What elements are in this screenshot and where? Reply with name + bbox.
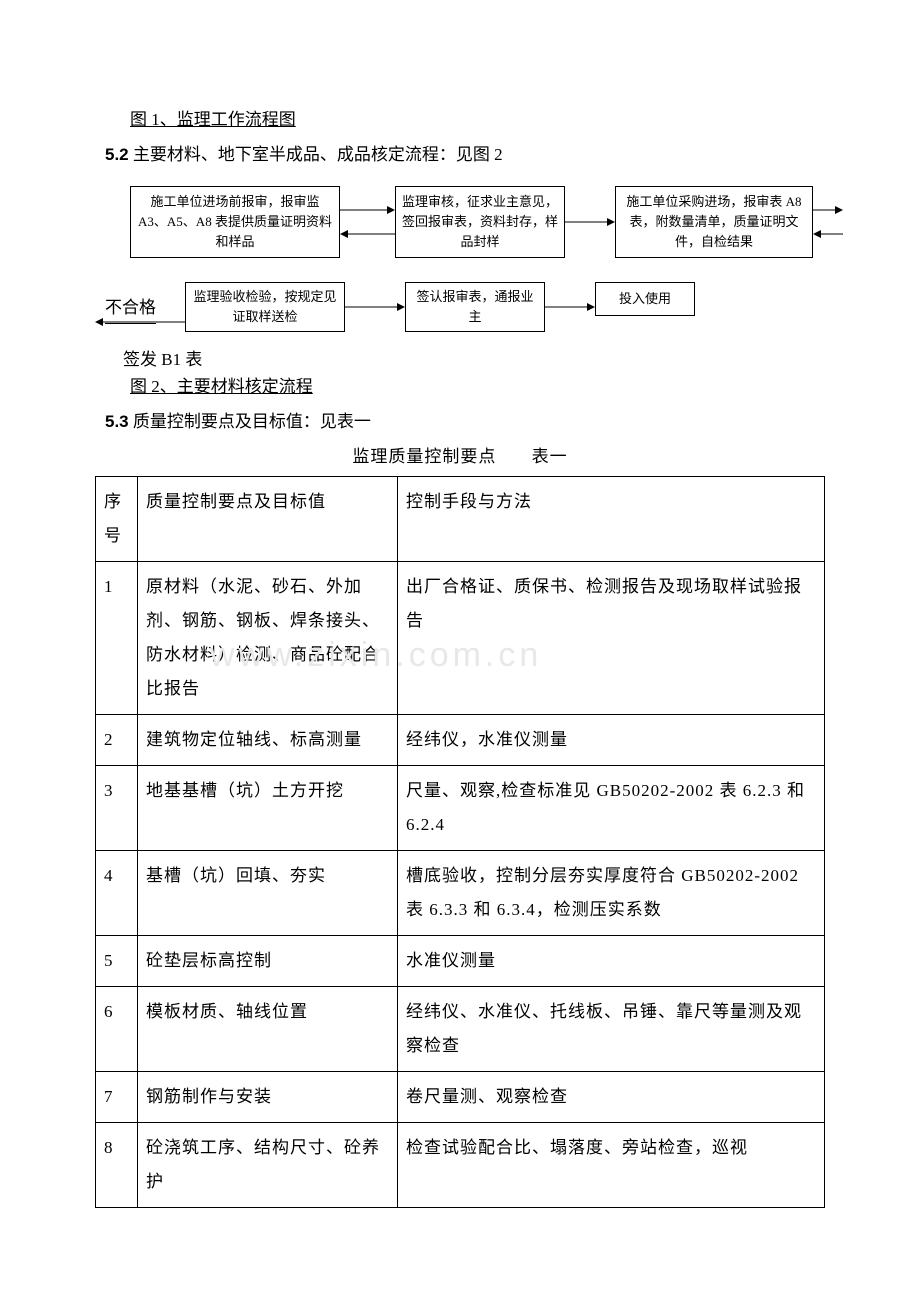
arrow-left-fail (95, 316, 185, 328)
quality-control-table: 序号 质量控制要点及目标值 控制手段与方法 1 原材料（水泥、砂石、外加剂、钢筋… (95, 476, 825, 1208)
table-row: 3 地基基槽（坑）土方开挖 尺量、观察,检查标准见 GB50202-2002 表… (96, 765, 825, 850)
flowchart-row-1: 施工单位进场前报审，报审监 A3、A5、A8 表提供质量证明资料和样品 监理审核… (95, 186, 825, 276)
flow-box-inspect: 监理验收检验，按规定见证取样送检 (185, 282, 345, 332)
table-row: 8 砼浇筑工序、结构尺寸、砼养护 检查试验配合比、塌落度、旁站检查，巡视 (96, 1122, 825, 1207)
cell-method: 经纬仪，水准仪测量 (398, 714, 825, 765)
flow-box-procure: 施工单位采购进场，报审表 A8 表，附数量清单，质量证明文件，自检结果 (615, 186, 813, 258)
table-row: 5 砼垫层标高控制 水准仪测量 (96, 935, 825, 986)
section-5-3-num: 5.3 (105, 412, 129, 431)
cell-num: 4 (96, 850, 138, 935)
cell-num: 7 (96, 1071, 138, 1122)
table-row: 6 模板材质、轴线位置 经纬仪、水准仪、托线板、吊锤、靠尺等量测及观察检查 (96, 986, 825, 1071)
cell-point: 钢筋制作与安装 (138, 1071, 398, 1122)
table-header-row: 序号 质量控制要点及目标值 控制手段与方法 (96, 476, 825, 561)
table-title-label: 表一 (532, 443, 568, 472)
section-5-3: 5.3 质量控制要点及目标值：见表一 (95, 408, 825, 437)
cell-method: 经纬仪、水准仪、托线板、吊锤、靠尺等量测及观察检查 (398, 986, 825, 1071)
cell-point: 基槽（坑）回填、夯实 (138, 850, 398, 935)
sign-b1-label: 签发 B1 表 (95, 349, 825, 371)
arrow-right-2 (565, 216, 615, 228)
cell-point: 原材料（水泥、砂石、外加剂、钢筋、钢板、焊条接头、防水材料）检测、商品砼配合比报… (138, 561, 398, 714)
table-title-main: 监理质量控制要点 (352, 447, 496, 466)
cell-method: 尺量、观察,检查标准见 GB50202-2002 表 6.2.3 和 6.2.4 (398, 765, 825, 850)
header-point: 质量控制要点及目标值 (138, 476, 398, 561)
table-title: 监理质量控制要点 表一 (95, 443, 825, 472)
cell-num: 5 (96, 935, 138, 986)
arrow-left-in (813, 228, 843, 240)
cell-point: 建筑物定位轴线、标高测量 (138, 714, 398, 765)
table-row: 2 建筑物定位轴线、标高测量 经纬仪，水准仪测量 (96, 714, 825, 765)
cell-method: 出厂合格证、质保书、检测报告及现场取样试验报告 (398, 561, 825, 714)
table-row: 7 钢筋制作与安装 卷尺量测、观察检查 (96, 1071, 825, 1122)
table-row: 4 基槽（坑）回填、夯实 槽底验收，控制分层夯实厚度符合 GB50202-200… (96, 850, 825, 935)
cell-method: 水准仪测量 (398, 935, 825, 986)
flowchart-row-2: 不合格 监理验收检验，按规定见证取样送检 签认报审表，通报业主 投入使用 (95, 282, 825, 347)
header-method: 控制手段与方法 (398, 476, 825, 561)
section-5-2-num: 5.2 (105, 145, 129, 164)
table-row: 1 原材料（水泥、砂石、外加剂、钢筋、钢板、焊条接头、防水材料）检测、商品砼配合… (96, 561, 825, 714)
arrow-right-3 (345, 301, 405, 313)
flow-box-use: 投入使用 (595, 282, 695, 316)
section-5-2: 5.2 主要材料、地下室半成品、成品核定流程：见图 2 (95, 141, 825, 170)
cell-method: 检查试验配合比、塌落度、旁站检查，巡视 (398, 1122, 825, 1207)
cell-point: 地基基槽（坑）土方开挖 (138, 765, 398, 850)
figure1-caption: 图 1、监理工作流程图 (95, 106, 825, 135)
header-num: 序号 (96, 476, 138, 561)
arrow-right-out (813, 204, 843, 216)
cell-point: 模板材质、轴线位置 (138, 986, 398, 1071)
section-5-3-text: 质量控制要点及目标值：见表一 (129, 412, 371, 431)
cell-num: 1 (96, 561, 138, 714)
figure2-caption: 图 2、主要材料核定流程 (95, 373, 825, 402)
flow-box-sign: 签认报审表，通报业主 (405, 282, 545, 332)
arrow-right-1 (340, 204, 395, 216)
flow-box-review: 监理审核，征求业主意见，签回报审表，资料封存，样品封样 (395, 186, 565, 258)
flow-box-submit: 施工单位进场前报审，报审监 A3、A5、A8 表提供质量证明资料和样品 (130, 186, 340, 258)
cell-num: 6 (96, 986, 138, 1071)
cell-num: 2 (96, 714, 138, 765)
cell-num: 8 (96, 1122, 138, 1207)
arrow-left-1 (340, 228, 395, 240)
arrow-right-4 (545, 301, 595, 313)
cell-method: 卷尺量测、观察检查 (398, 1071, 825, 1122)
section-5-2-text: 主要材料、地下室半成品、成品核定流程：见图 2 (129, 145, 503, 164)
cell-num: 3 (96, 765, 138, 850)
cell-point: 砼浇筑工序、结构尺寸、砼养护 (138, 1122, 398, 1207)
cell-point: 砼垫层标高控制 (138, 935, 398, 986)
cell-method: 槽底验收，控制分层夯实厚度符合 GB50202-2002 表 6.3.3 和 6… (398, 850, 825, 935)
